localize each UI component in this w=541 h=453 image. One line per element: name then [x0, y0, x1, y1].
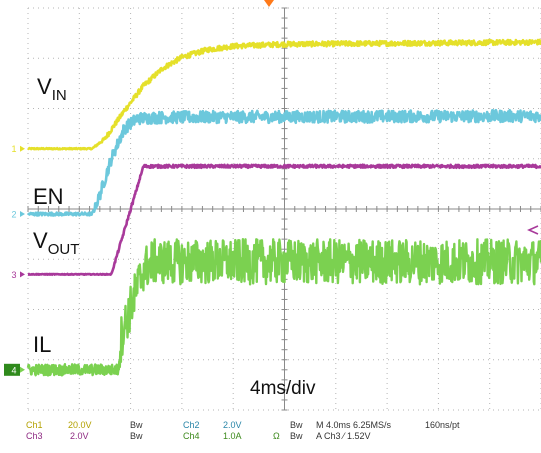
ch1-scale: 20.0V	[68, 420, 92, 430]
label-il: IL	[33, 332, 52, 357]
ch4-ohm: Ω	[273, 431, 280, 441]
ch1-bandwidth: Bw	[130, 420, 143, 430]
ch3-bandwidth: Bw	[130, 431, 143, 441]
trace-ch1	[27, 38, 541, 151]
status-bar: Ch1 20.0V Bw Ch2 2.0V Bw M 4.0ms 6.25MS/…	[0, 414, 541, 448]
channel-marker-ch4: 4	[11, 365, 16, 375]
label-en: EN	[33, 184, 64, 209]
label-vin: VIN	[37, 74, 67, 104]
ch4-name: Ch4	[183, 431, 200, 441]
trigger-readout: A Ch3 ⁄ 1.52V	[316, 431, 371, 441]
record-readout: 160ns/pt	[425, 420, 460, 430]
ch3-name: Ch3	[26, 431, 43, 441]
ch4-bandwidth: Bw	[290, 431, 303, 441]
ch4-scale: 1.0A	[223, 431, 242, 441]
trigger-position-marker	[264, 0, 274, 7]
trace-ch4	[26, 237, 541, 377]
channel-marker-arrow	[20, 271, 25, 278]
timebase-label: 4ms/div	[250, 378, 316, 399]
label-vout: VOUT	[33, 228, 80, 258]
trace-ch2	[26, 108, 541, 217]
channel-marker-arrow	[20, 211, 25, 218]
trace-ch3	[27, 163, 541, 277]
channel-marker-ch2: 2	[11, 210, 16, 220]
channel-marker-ch1: 1	[11, 144, 16, 154]
horizontal-readout: M 4.0ms 6.25MS/s	[316, 420, 392, 430]
channel-marker-arrow	[20, 366, 25, 373]
channel-markers: 1 2 3 4	[4, 144, 25, 376]
trigger-level-marker	[527, 225, 539, 235]
ch1-name: Ch1	[26, 420, 43, 430]
ch2-bandwidth: Bw	[290, 420, 303, 430]
ch2-scale: 2.0V	[223, 420, 242, 430]
channel-marker-bg	[4, 363, 20, 376]
channel-marker-arrow	[20, 145, 25, 152]
channel-marker-ch3: 3	[11, 270, 16, 280]
ch3-scale: 2.0V	[70, 431, 89, 441]
traces	[26, 38, 541, 377]
ch2-name: Ch2	[183, 420, 200, 430]
